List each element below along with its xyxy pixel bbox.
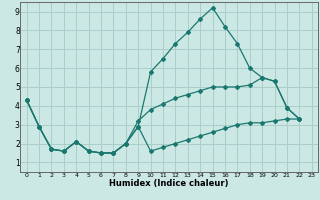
- X-axis label: Humidex (Indice chaleur): Humidex (Indice chaleur): [109, 179, 229, 188]
